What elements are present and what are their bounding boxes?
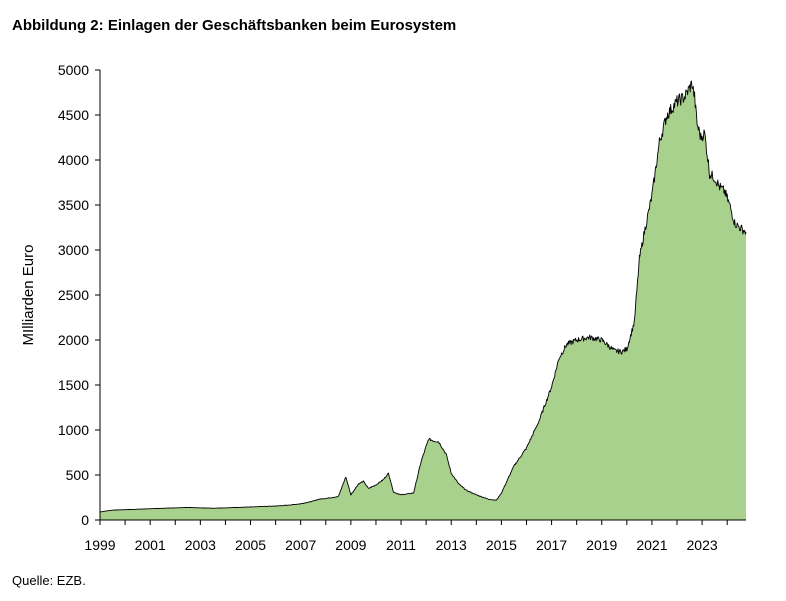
x-tick-label: 2017	[536, 537, 567, 553]
x-tick-label: 2023	[687, 537, 718, 553]
x-tick-label: 2015	[486, 537, 517, 553]
x-tick-label: 2019	[586, 537, 617, 553]
chart-title: Abbildung 2: Einlagen der Geschäftsbanke…	[12, 17, 457, 34]
x-tick-label: 2021	[636, 537, 667, 553]
series-area	[100, 81, 746, 520]
y-tick-label: 2000	[58, 332, 89, 348]
series-line	[99, 80, 747, 513]
y-tick-label: 500	[66, 467, 90, 483]
y-axis-label: MIlliarden Euro	[20, 245, 37, 346]
y-tick-label: 4500	[58, 107, 89, 123]
y-tick-label: 3000	[58, 242, 89, 258]
y-tick-label: 5000	[58, 62, 89, 78]
y-tick-label: 0	[81, 512, 89, 528]
x-tick-label: 2001	[135, 537, 166, 553]
y-tick-label: 1000	[58, 422, 89, 438]
y-tick-label: 1500	[58, 377, 89, 393]
x-tick-label: 2007	[285, 537, 316, 553]
x-tick-label: 1999	[84, 537, 115, 553]
x-tick-label: 2011	[386, 537, 416, 553]
x-tick-label: 2003	[185, 537, 216, 553]
source-note: Quelle: EZB.	[12, 573, 86, 588]
y-tick-label: 2500	[58, 287, 89, 303]
y-tick-label: 3500	[58, 197, 89, 213]
x-tick-label: 2009	[335, 537, 366, 553]
x-tick-label: 2005	[235, 537, 266, 553]
x-tick-label: 2013	[436, 537, 467, 553]
y-tick-label: 4000	[58, 152, 89, 168]
